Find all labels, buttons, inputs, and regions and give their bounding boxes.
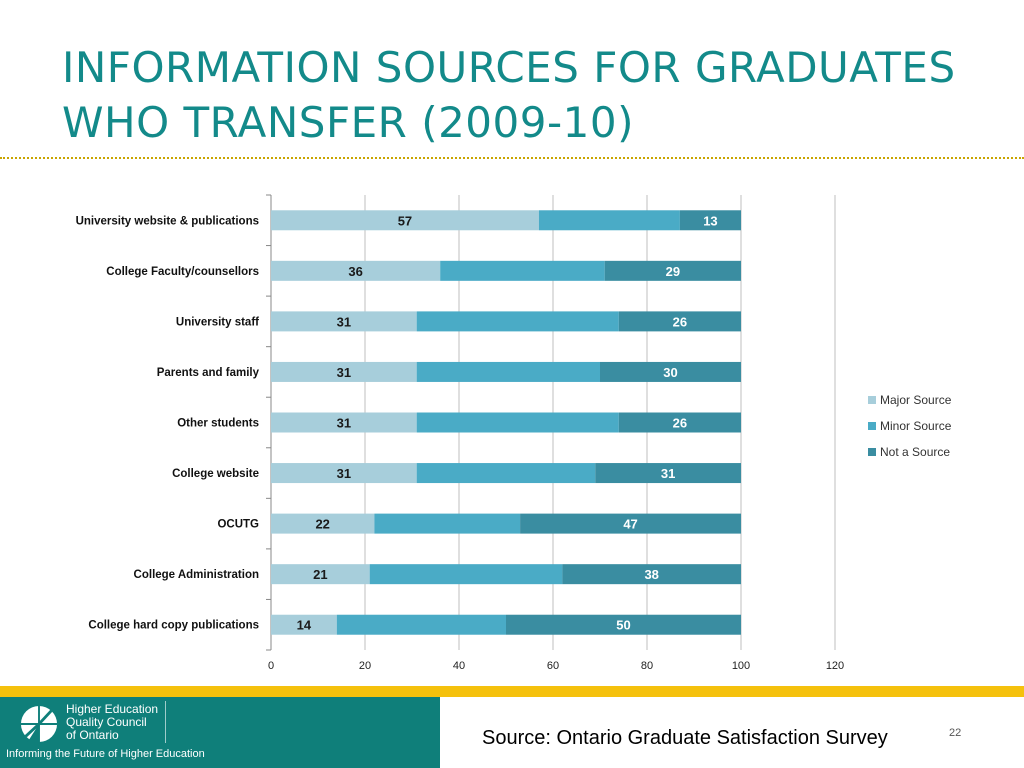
- slide-title: INFORMATION SOURCES FOR GRADUATES WHO TR…: [62, 40, 1002, 150]
- heqco-logo-icon: [20, 705, 58, 743]
- data-label: 57: [398, 213, 412, 228]
- data-label: 14: [297, 618, 312, 633]
- logo-line-1: Higher Education: [66, 702, 159, 716]
- data-label: 38: [644, 567, 658, 582]
- logo-tagline: Informing the Future of Higher Education: [6, 748, 205, 760]
- x-tick-label-100: 100: [732, 660, 750, 672]
- bar-segment-not-a-source: [679, 210, 741, 231]
- category-label: College Faculty/counsellors: [106, 266, 259, 278]
- category-label: College website: [172, 468, 259, 480]
- logo-line-3: of Ontario: [66, 728, 119, 742]
- bar-segment-minor-source: [538, 210, 680, 231]
- bar-segment-minor-source: [336, 614, 506, 635]
- x-tick-label-60: 60: [547, 660, 559, 672]
- legend-label: Major Source: [880, 393, 952, 407]
- slide-title-line-2: WHO TRANSFER (2009-10): [62, 98, 634, 147]
- bar-segment-major-source: [271, 463, 417, 484]
- bar-segment-not-a-source: [618, 412, 741, 433]
- bar-segment-not-a-source: [506, 614, 741, 635]
- data-label: 30: [663, 365, 677, 380]
- bar-segment-major-source: [271, 311, 417, 332]
- page-number: 22: [949, 727, 962, 739]
- bar-segment-major-source: [271, 361, 417, 382]
- bar-segment-minor-source: [369, 564, 563, 585]
- category-label: Parents and family: [157, 367, 260, 379]
- stacked-bar-chart: 0 20 40 60 80 100 120 University website & pub…: [76, 194, 952, 672]
- bar-segment-major-source: [271, 513, 375, 534]
- bar-segment-not-a-source: [604, 260, 741, 281]
- bar-segment-minor-source: [416, 311, 619, 332]
- bar-segment-major-source: [271, 614, 337, 635]
- x-tick-label-80: 80: [641, 660, 653, 672]
- bar-segment-minor-source: [416, 463, 596, 484]
- data-label: 29: [666, 264, 680, 279]
- data-label: 31: [337, 314, 351, 329]
- bar-segment-major-source: [271, 564, 370, 585]
- data-label: 47: [623, 517, 637, 532]
- bar-segment-major-source: [271, 260, 441, 281]
- chart-bars: [271, 210, 741, 635]
- category-label: Other students: [177, 418, 259, 430]
- footer-accent-band: [0, 686, 1024, 697]
- logo-divider: [165, 701, 166, 743]
- logo-line-2: Quality Council: [66, 715, 147, 729]
- data-label: 31: [337, 466, 351, 481]
- legend-swatch: [868, 396, 876, 404]
- legend-label: Minor Source: [880, 419, 952, 433]
- category-label: OCUTG: [217, 519, 259, 531]
- category-label: University staff: [176, 316, 259, 328]
- data-label: 22: [315, 517, 329, 532]
- data-label: 21: [313, 567, 327, 582]
- data-label: 31: [661, 466, 675, 481]
- bar-segment-major-source: [271, 412, 417, 433]
- bar-segment-not-a-source: [595, 463, 741, 484]
- x-tick-label-20: 20: [359, 660, 371, 672]
- x-tick-label-0: 0: [268, 660, 274, 672]
- source-note: Source: Ontario Graduate Satisfaction Su…: [482, 727, 888, 749]
- chart-legend: Major Source Minor Source Not a Source: [868, 393, 952, 459]
- x-tick-label-120: 120: [826, 660, 844, 672]
- bar-segment-minor-source: [416, 412, 619, 433]
- data-label: 31: [337, 365, 351, 380]
- category-label: University website & publications: [76, 215, 259, 227]
- category-label: College Administration: [134, 569, 259, 581]
- data-label: 13: [703, 213, 717, 228]
- bar-segment-major-source: [271, 210, 539, 231]
- bar-segment-not-a-source: [562, 564, 741, 585]
- x-tick-label-40: 40: [453, 660, 465, 672]
- logo-wordmark: Higher Education Quality Council of Onta…: [66, 703, 158, 742]
- footer-logo-panel: Higher Education Quality Council of Onta…: [0, 697, 440, 768]
- bar-segment-minor-source: [416, 361, 600, 382]
- bar-segment-not-a-source: [618, 311, 741, 332]
- legend-swatch: [868, 422, 876, 430]
- data-label: 36: [348, 264, 362, 279]
- bar-segment-not-a-source: [600, 361, 741, 382]
- data-label: 26: [673, 314, 687, 329]
- bar-segment-minor-source: [440, 260, 605, 281]
- legend-swatch: [868, 448, 876, 456]
- bar-segment-not-a-source: [520, 513, 741, 534]
- slide-title-line-1: INFORMATION SOURCES FOR GRADUATES: [62, 43, 956, 92]
- data-label: 26: [673, 416, 687, 431]
- legend-label: Not a Source: [880, 445, 950, 459]
- data-label: 31: [337, 416, 351, 431]
- title-divider: [0, 157, 1024, 159]
- data-label: 50: [616, 618, 630, 633]
- category-label: College hard copy publications: [88, 620, 259, 632]
- bar-segment-minor-source: [374, 513, 521, 534]
- chart-labels: University website & publications 57 13 Col…: [76, 213, 718, 632]
